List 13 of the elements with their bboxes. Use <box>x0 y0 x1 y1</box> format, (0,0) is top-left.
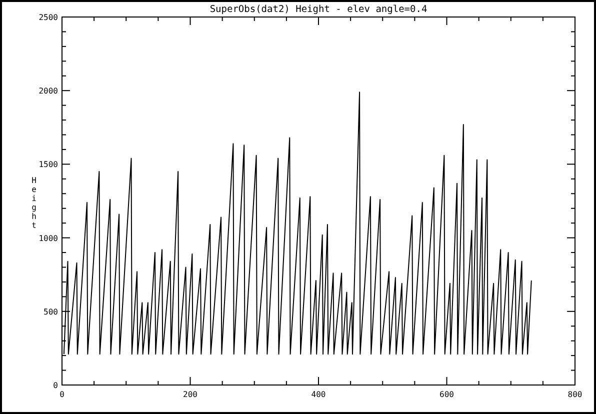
x-tick-label: 400 <box>311 390 326 399</box>
y-tick-label: 2000 <box>38 86 58 96</box>
y-axis-title: Height <box>30 176 38 230</box>
y-tick-label: 1000 <box>38 234 58 243</box>
x-tick-label: 0 <box>60 390 65 399</box>
chart-title: SuperObs(dat2) Height - elev angle=0.4 <box>210 4 428 15</box>
x-tick-label: 200 <box>183 390 198 399</box>
y-tick-label: 1500 <box>38 160 58 170</box>
y-tick-label: 500 <box>44 307 58 316</box>
x-tick-label: 800 <box>568 390 582 399</box>
y-tick-label: 2500 <box>38 13 58 22</box>
y-tick-label: 0 <box>53 381 58 390</box>
x-tick-label: 600 <box>440 390 454 399</box>
